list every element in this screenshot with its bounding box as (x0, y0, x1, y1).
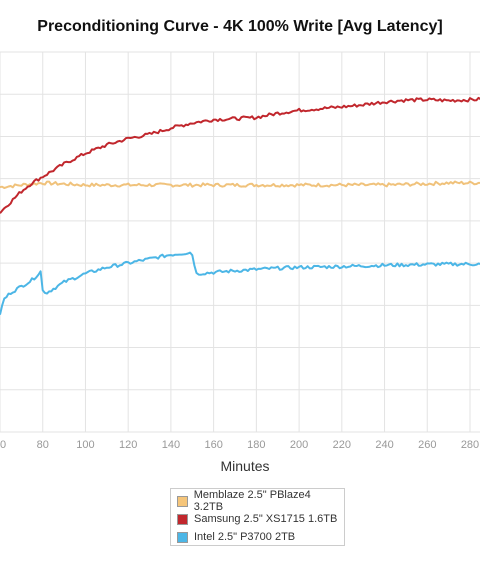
series-line-2 (0, 251, 480, 315)
legend-swatch (177, 513, 188, 525)
x-axis-label: Minutes (220, 458, 270, 474)
legend-item[interactable]: Memblaze 2.5" PBlaze4 3.2TB (177, 489, 338, 513)
legend-label: Memblaze 2.5" PBlaze4 3.2TB (193, 489, 311, 513)
x-tick-label: 80 (37, 439, 49, 451)
x-tick-label: 120 (119, 439, 137, 451)
x-tick-label: 180 (247, 439, 265, 451)
legend-item[interactable]: Samsung 2.5" XS1715 1.6TB (177, 510, 338, 528)
line-chart: 60 80 100 120 140 160 180 200 220 240 260 280 (0, 51, 480, 451)
x-tick-label: 280 (461, 439, 479, 451)
legend-item[interactable]: Intel 2.5" P3700 2TB (177, 528, 338, 546)
x-tick-label: 100 (76, 439, 94, 451)
legend-label: Intel 2.5" P3700 2TB (194, 531, 296, 543)
legend-label: Samsung 2.5" XS1715 1.6TB (194, 513, 338, 525)
x-tick-label: 220 (333, 439, 351, 451)
series-line-0 (0, 180, 480, 189)
x-tick-label: 140 (162, 439, 180, 451)
x-tick-label: 200 (290, 439, 308, 451)
legend-swatch (177, 531, 188, 543)
legend: Memblaze 2.5" PBlaze4 3.2TB Samsung 2.5" … (170, 488, 345, 546)
series-lines (0, 96, 480, 315)
chart-title: Preconditioning Curve - 4K 100% Write [A… (37, 18, 443, 35)
x-tick-label: 60 (0, 439, 6, 451)
legend-swatch (177, 495, 188, 507)
x-tick-label: 240 (375, 439, 393, 451)
series-line-1 (0, 96, 480, 214)
x-tick-label: 160 (204, 439, 222, 451)
x-tick-label: 260 (418, 439, 436, 451)
x-tick-labels: 60 80 100 120 140 160 180 200 220 240 260 280 (0, 439, 479, 451)
gridlines (0, 51, 480, 433)
